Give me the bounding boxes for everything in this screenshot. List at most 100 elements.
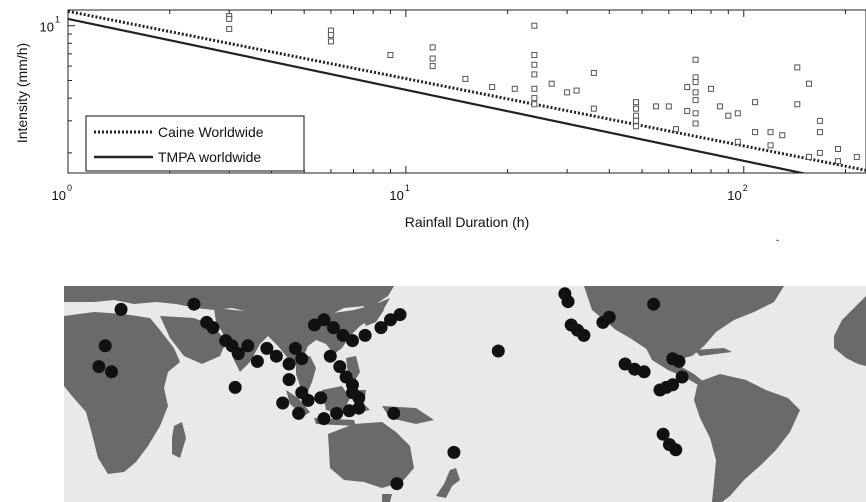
event-marker	[314, 391, 328, 405]
event-marker	[561, 295, 575, 309]
land-sumatra	[286, 390, 310, 416]
event-marker	[282, 357, 296, 371]
land-madagascar	[172, 422, 186, 458]
y-axis-label: Intensity (mm/h)	[14, 43, 30, 143]
event-marker	[317, 412, 331, 426]
intensity-duration-chart: 10 0 10 1 10 2 10 1 Rainfall Duration (h) Inte…	[14, 9, 866, 230]
x-tick-label-exp: 0	[67, 183, 72, 193]
y-tick-label-base: 10	[40, 20, 54, 35]
event-marker	[333, 360, 347, 374]
land-japan	[362, 300, 384, 326]
event-marker	[602, 310, 616, 324]
land-australia	[328, 422, 414, 488]
data-point	[531, 61, 538, 68]
legend-label-tmpa: TMPA worldwide	[158, 149, 261, 165]
plot-area	[68, 10, 866, 173]
data-point	[708, 85, 715, 92]
data-point	[327, 38, 334, 45]
land-tasmania	[382, 494, 392, 502]
event-marker	[105, 365, 119, 379]
data-point	[531, 71, 538, 78]
data-point	[816, 117, 823, 124]
event-marker	[326, 321, 340, 335]
event-marker	[295, 352, 309, 366]
event-marker	[269, 349, 283, 363]
x-tick-label-base: 10	[727, 188, 741, 203]
event-marker	[292, 406, 306, 420]
event-marker	[98, 339, 112, 353]
event-marker	[114, 302, 128, 316]
fit-lines	[68, 10, 866, 173]
data-point	[548, 80, 555, 87]
world-map	[64, 286, 866, 502]
data-point	[692, 120, 699, 127]
event-marker	[656, 427, 670, 441]
speck	[775, 239, 780, 242]
land-central-america	[646, 348, 704, 386]
data-point	[653, 103, 660, 110]
event-marker	[618, 357, 632, 371]
event-marker	[260, 341, 274, 355]
data-point	[429, 44, 436, 51]
event-marker	[250, 354, 264, 368]
data-point	[665, 103, 672, 110]
event-marker	[231, 347, 245, 361]
data-point	[692, 97, 699, 104]
event-marker	[384, 313, 398, 327]
data-point	[531, 22, 538, 29]
event-marker	[447, 445, 461, 459]
event-marker	[288, 341, 302, 355]
event-marker	[282, 373, 296, 387]
event-marker	[301, 393, 315, 407]
data-point	[692, 110, 699, 117]
data-point	[716, 103, 723, 110]
land-new-zealand	[436, 468, 460, 498]
data-point	[387, 52, 394, 59]
event-markers	[92, 287, 689, 491]
x-tick-label-exp: 1	[405, 183, 410, 193]
data-point	[633, 105, 640, 112]
land-caribbean	[694, 348, 732, 356]
event-marker	[330, 406, 344, 420]
y-ticks: 10 1	[40, 15, 75, 154]
event-marker	[374, 321, 388, 335]
data-point	[725, 112, 732, 119]
event-marker	[577, 328, 591, 342]
x-tick-label-base: 10	[52, 188, 66, 203]
data-point	[834, 158, 841, 165]
land-africa	[64, 312, 180, 474]
event-marker	[637, 365, 651, 379]
data-points	[226, 13, 860, 165]
data-point	[853, 153, 860, 160]
event-marker	[317, 313, 331, 327]
data-point	[462, 75, 469, 82]
data-point	[806, 153, 813, 160]
land-borneo	[322, 386, 350, 414]
data-point	[590, 69, 597, 76]
data-point	[633, 123, 640, 130]
data-point	[531, 95, 538, 102]
event-marker	[669, 443, 683, 457]
data-point	[806, 80, 813, 87]
data-point	[489, 84, 496, 91]
data-point	[794, 64, 801, 71]
data-point	[429, 55, 436, 62]
event-marker	[675, 370, 689, 384]
land-europe-asia-north	[64, 286, 394, 316]
event-marker	[491, 344, 505, 358]
event-marker	[228, 380, 242, 394]
data-point	[633, 117, 640, 124]
data-point	[573, 87, 580, 94]
event-marker	[387, 406, 401, 420]
event-marker	[390, 477, 404, 491]
land-north-america	[584, 286, 784, 360]
data-point	[327, 31, 334, 38]
x-tick-label-exp: 2	[743, 183, 748, 193]
data-point	[633, 99, 640, 106]
event-marker	[92, 360, 106, 374]
event-marker	[393, 308, 407, 322]
event-marker	[187, 297, 201, 311]
data-point	[794, 101, 801, 108]
data-point	[531, 85, 538, 92]
